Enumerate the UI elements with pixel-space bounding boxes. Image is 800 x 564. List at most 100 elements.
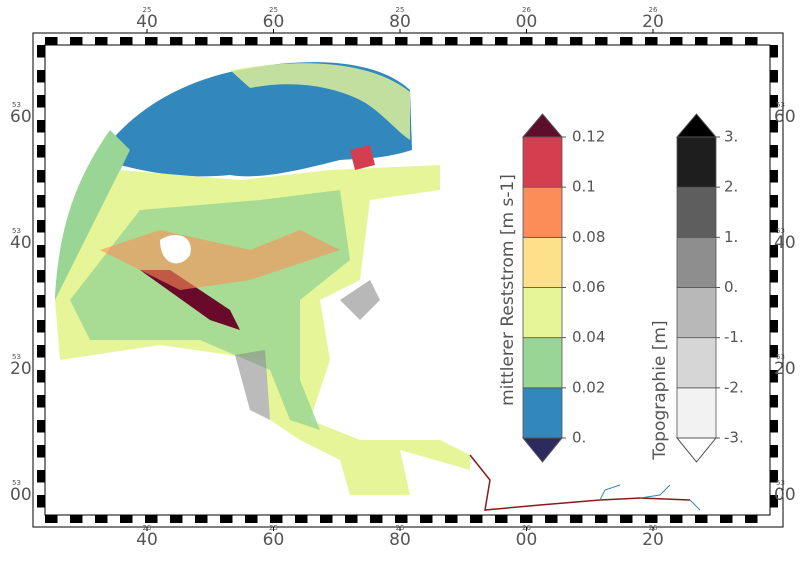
frame-segment bbox=[545, 37, 558, 45]
x-tick-label: 60 bbox=[263, 530, 285, 550]
frame-segment bbox=[295, 37, 308, 45]
frame-segment bbox=[770, 245, 778, 258]
frame-segment bbox=[45, 37, 58, 45]
frame-segment bbox=[520, 37, 533, 45]
frame-segment bbox=[670, 515, 683, 523]
colorbar-band bbox=[676, 236, 717, 288]
frame-segment bbox=[45, 515, 58, 523]
frame-segment bbox=[37, 120, 45, 133]
colorbar-tick-label: 0.08 bbox=[572, 228, 605, 246]
colorbar-band bbox=[522, 236, 563, 288]
frame-segment bbox=[495, 37, 508, 45]
colorbar-extend bbox=[521, 113, 564, 138]
frame-segment bbox=[545, 515, 558, 523]
y-tick-label: 00 bbox=[774, 485, 796, 505]
frame-segment bbox=[37, 95, 45, 108]
frame-segment bbox=[520, 515, 533, 523]
frame-segment bbox=[595, 37, 608, 45]
frame-segment bbox=[720, 37, 733, 45]
frame-segment bbox=[470, 37, 483, 45]
frame-segment bbox=[645, 37, 658, 45]
frame-segment bbox=[720, 515, 733, 523]
frame-segment bbox=[37, 145, 45, 158]
frame-segment bbox=[445, 37, 458, 45]
frame-segment bbox=[570, 37, 583, 45]
colorbar-tick-label: 0.04 bbox=[572, 328, 605, 346]
frame-segment bbox=[395, 515, 408, 523]
colorbar-extend bbox=[675, 437, 718, 463]
frame-segment bbox=[695, 515, 708, 523]
colorbar-band bbox=[522, 287, 563, 339]
frame-checker bbox=[37, 37, 778, 523]
colorbar-tick-label: 3. bbox=[724, 128, 738, 146]
frame-segment bbox=[770, 95, 778, 108]
frame-segment bbox=[770, 295, 778, 308]
frame-segment bbox=[370, 515, 383, 523]
frame-segment bbox=[770, 170, 778, 183]
colorbar-band bbox=[676, 186, 717, 238]
frame-segment bbox=[220, 37, 233, 45]
x-tick-sublabel: 25 bbox=[143, 6, 152, 14]
colorbar-title: mittlerer Reststrom [m s-1] bbox=[498, 174, 518, 406]
y-tick-sublabel: 53 bbox=[12, 101, 21, 109]
colorbar-band bbox=[676, 387, 717, 439]
colorbar-tick-label: 0.02 bbox=[572, 378, 605, 396]
y-tick-label: 60 bbox=[10, 107, 32, 127]
x-tick-label: 00 bbox=[516, 12, 538, 32]
frame-segment bbox=[195, 515, 208, 523]
frame-segment bbox=[120, 515, 133, 523]
frame-segment bbox=[770, 220, 778, 233]
x-tick-sublabel: 26 bbox=[522, 6, 531, 14]
colorbar-tick-label: 1. bbox=[724, 228, 738, 246]
colorbar-extend bbox=[521, 437, 564, 463]
x-tick-label: 60 bbox=[263, 12, 285, 32]
colorbar-band bbox=[522, 337, 563, 389]
frame-segment bbox=[770, 45, 778, 58]
y-tick-label: 40 bbox=[10, 233, 32, 253]
frame-segment bbox=[70, 37, 83, 45]
frame-segment bbox=[420, 515, 433, 523]
y-tick-label: 20 bbox=[774, 359, 796, 379]
colorbar-tick-label: 0.06 bbox=[572, 278, 605, 296]
y-tick-sublabel: 53 bbox=[776, 101, 785, 109]
frame-segment bbox=[37, 195, 45, 208]
frame-segment bbox=[595, 515, 608, 523]
y-tick-sublabel: 53 bbox=[12, 479, 21, 487]
frame-segment bbox=[770, 70, 778, 83]
x-tick-sublabel: 26 bbox=[649, 6, 658, 14]
x-tick-sublabel: 25 bbox=[396, 6, 405, 14]
outer-frame bbox=[32, 32, 784, 528]
colorbar-tick-label: 0.1 bbox=[572, 178, 596, 196]
x-tick-label: 20 bbox=[642, 12, 664, 32]
frame-segment bbox=[270, 37, 283, 45]
frame-segment bbox=[420, 37, 433, 45]
y-tick-label: 00 bbox=[10, 485, 32, 505]
frame-segment bbox=[37, 495, 45, 508]
frame-segment bbox=[245, 515, 258, 523]
frame-segment bbox=[770, 395, 778, 408]
frame-segment bbox=[37, 320, 45, 333]
frame-segment bbox=[37, 245, 45, 258]
x-tick-label: 40 bbox=[136, 12, 158, 32]
frame-segment bbox=[670, 37, 683, 45]
x-tick-label: 00 bbox=[516, 530, 538, 550]
frame-segment bbox=[37, 370, 45, 383]
y-tick-label: 60 bbox=[774, 107, 796, 127]
y-tick-sublabel: 53 bbox=[776, 479, 785, 487]
frame-segment bbox=[695, 37, 708, 45]
frame-segment bbox=[37, 345, 45, 358]
frame-segment bbox=[395, 37, 408, 45]
frame-segment bbox=[345, 515, 358, 523]
y-tick-sublabel: 53 bbox=[12, 227, 21, 235]
y-tick-label: 40 bbox=[774, 233, 796, 253]
frame-segment bbox=[495, 515, 508, 523]
frame-segment bbox=[295, 515, 308, 523]
colorbar-tick-label: -3. bbox=[724, 429, 744, 447]
colorbar-band bbox=[522, 136, 563, 188]
frame-segment bbox=[70, 515, 83, 523]
colorbar-tick-label: 0. bbox=[572, 429, 586, 447]
colorbar-tick-label: -1. bbox=[724, 328, 744, 346]
frame-segment bbox=[770, 120, 778, 133]
y-tick-sublabel: 53 bbox=[12, 353, 21, 361]
